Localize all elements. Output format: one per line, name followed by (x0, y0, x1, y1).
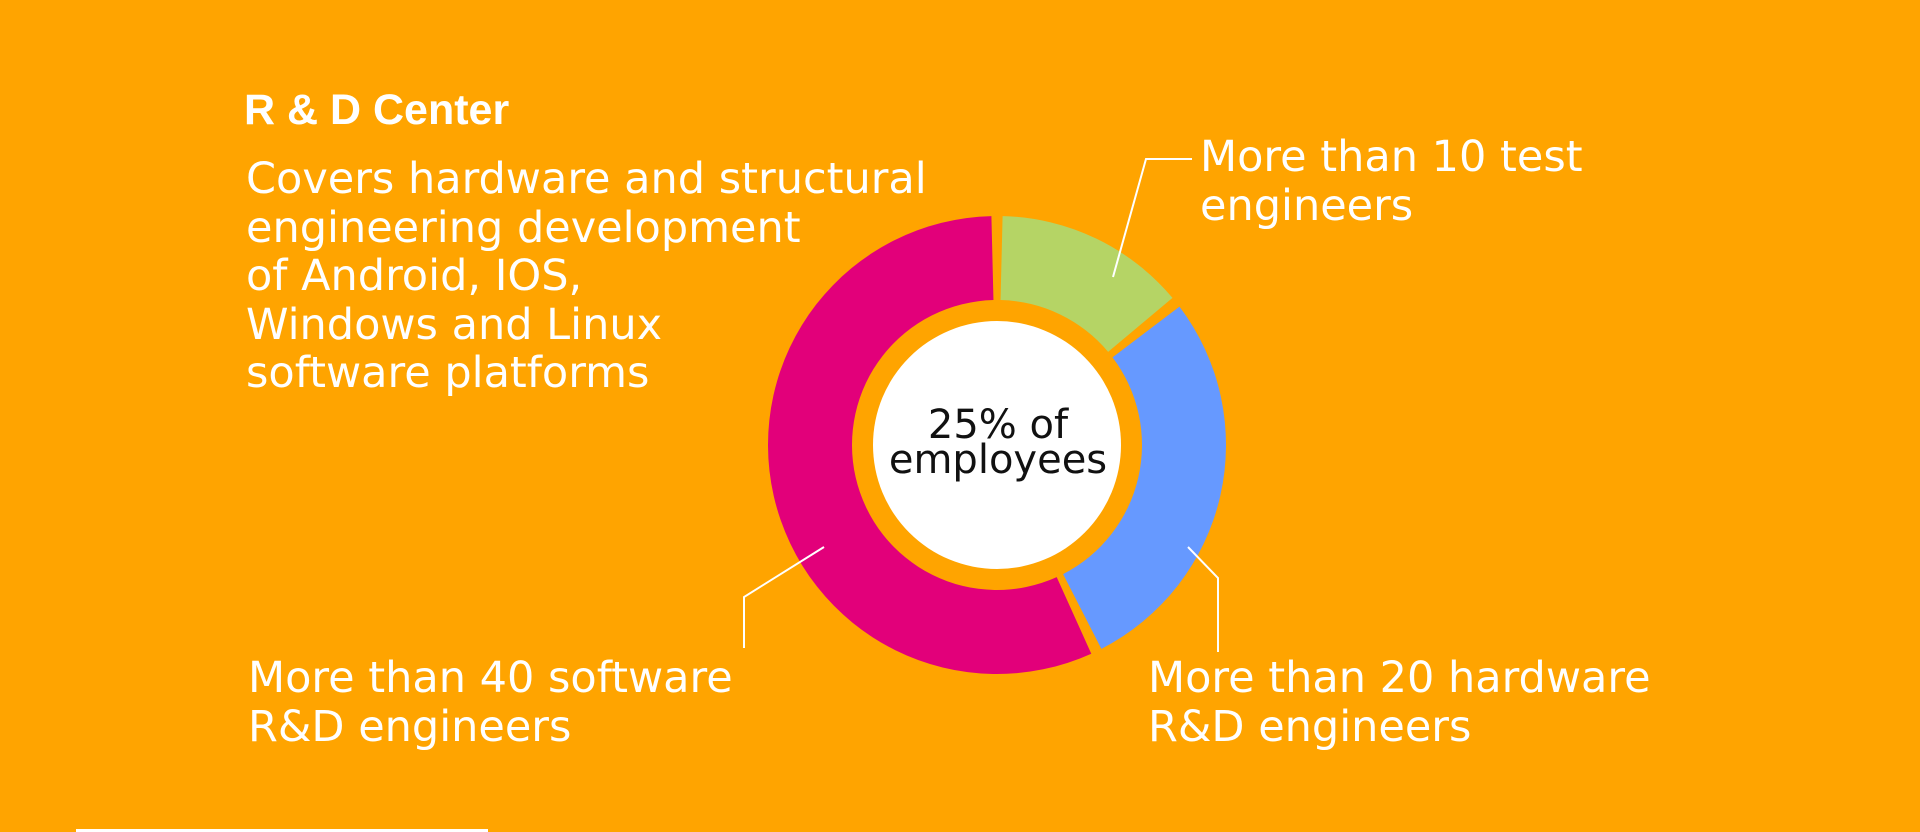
slice-label-line: engineers (1200, 180, 1414, 231)
slice-label-line: R&D engineers (1148, 701, 1472, 752)
slice-label-hardware: More than 20 hardware R&D engineers (1148, 654, 1651, 751)
description-line: of Android, IOS, (246, 251, 583, 301)
donut-center (873, 321, 1121, 569)
center-label-line: 25% of (927, 402, 1069, 448)
section-description: Covers hardware and structural engineeri… (246, 155, 927, 398)
leader-line-test (1112, 158, 1192, 278)
description-line: Windows and Linux (246, 299, 663, 350)
description-line: software platforms (246, 348, 650, 398)
slice-hardware (1063, 306, 1226, 649)
slice-label-test: More than 10 test engineers (1200, 133, 1583, 230)
center-label: 25% of employees (878, 402, 1118, 483)
slice-label-line: More than 20 hardware (1148, 653, 1651, 703)
leader-line-hardware (1187, 546, 1219, 652)
description-line: Covers hardware and structural (246, 154, 927, 204)
slice-label-line: More than 10 test (1200, 132, 1583, 182)
slice-label-line: More than 40 software (248, 653, 733, 703)
description-line: engineering development (246, 202, 801, 253)
center-label-line: employees (888, 437, 1108, 483)
slice-label-line: R&D engineers (248, 701, 572, 752)
bottom-divider (76, 829, 488, 832)
slice-test (1000, 216, 1173, 352)
leader-line-software (743, 546, 825, 648)
slice-label-software: More than 40 software R&D engineers (248, 654, 733, 751)
slice-software (768, 216, 1092, 674)
section-heading: R & D Center (244, 86, 510, 134)
